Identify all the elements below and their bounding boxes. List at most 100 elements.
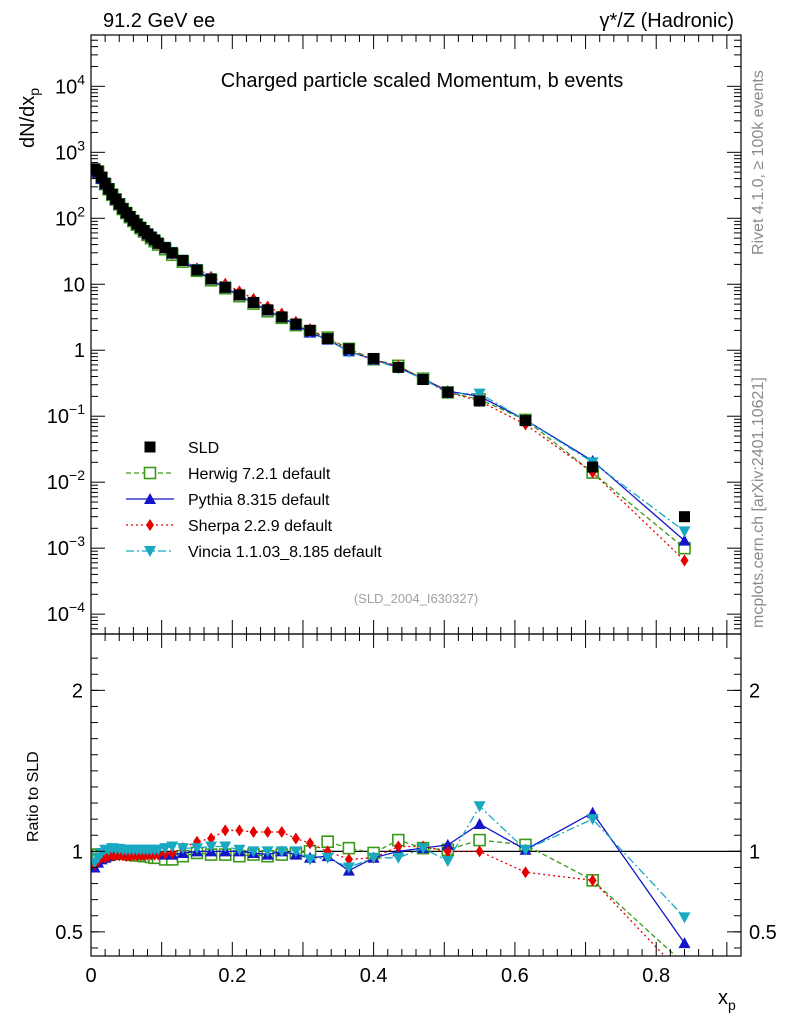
- y-tick-exponent: −4: [69, 599, 85, 615]
- data-point-sld: [177, 254, 189, 266]
- data-point-sld: [587, 461, 599, 473]
- y-tick-exponent: −2: [69, 467, 85, 483]
- analysis-id: (SLD_2004_I630327): [354, 591, 478, 606]
- legend-marker-sld: [144, 441, 156, 453]
- header-left: 91.2 GeV ee: [103, 10, 215, 32]
- legend-item-vincia: Vincia 1.1.03_8.185 default: [126, 544, 382, 561]
- series-pythia: [91, 165, 691, 546]
- ratio-series-vincia: [91, 801, 691, 924]
- ratio-plot-area: [91, 801, 741, 970]
- ratio-point-vincia: [519, 844, 532, 856]
- ratio-point-sherpa: [306, 837, 315, 850]
- y-tick-exponent: −3: [69, 533, 85, 549]
- ratio-point-sherpa: [249, 826, 258, 839]
- ratio-point-sherpa: [291, 832, 300, 845]
- ratio-point-pythia: [678, 937, 691, 949]
- y-tick-label: 102: [55, 203, 85, 230]
- data-point-sld: [262, 304, 274, 316]
- data-point-sld: [290, 318, 302, 330]
- ratio-point-sherpa: [235, 824, 244, 837]
- y-tick-label: 10: [63, 274, 85, 296]
- y-tick-base: 10: [55, 142, 77, 164]
- ratio-point-sherpa: [394, 840, 403, 853]
- ratio-point-vincia: [152, 844, 165, 856]
- x-tick-label: 0.4: [360, 965, 388, 987]
- ratio-point-pythia: [473, 817, 486, 829]
- ratio-point-pythia: [441, 838, 454, 850]
- data-point-sld: [276, 311, 288, 323]
- data-point-sld: [205, 273, 217, 285]
- ratio-point-vincia: [275, 846, 288, 858]
- ratio-point-sherpa: [277, 826, 286, 839]
- y-tick-exponent: 2: [77, 203, 85, 219]
- ratio-point-vincia: [367, 852, 380, 864]
- ratio-point-vincia: [247, 846, 260, 858]
- y-tick-base: 10: [47, 538, 69, 560]
- data-point-sld: [152, 237, 164, 249]
- legend-item-sherpa: Sherpa 2.2.9 default: [126, 518, 333, 535]
- series-line-pythia: [94, 171, 685, 542]
- data-point-sld: [92, 165, 104, 177]
- legend-marker-herwig: [143, 466, 157, 480]
- ratio-point-herwig: [679, 959, 690, 970]
- ratio-point-vincia: [586, 814, 599, 826]
- data-point-sld: [474, 395, 486, 407]
- data-point-sld: [233, 289, 245, 301]
- ratio-y-tick-label: 1: [72, 841, 83, 863]
- legend-item-pythia: Pythia 8.315 default: [126, 492, 330, 509]
- ratio-y-tick-label: 0.5: [55, 922, 83, 944]
- y-tick-base: 1: [74, 340, 85, 362]
- ratio-y-tick-label-right: 2: [749, 680, 760, 702]
- data-point-sld: [219, 281, 231, 293]
- legend-label-vincia: Vincia 1.1.03_8.185 default: [188, 544, 382, 561]
- series-vincia: [91, 166, 691, 538]
- ratio-point-sherpa: [221, 824, 230, 837]
- ratio-point-herwig: [342, 841, 356, 855]
- data-point-sld: [520, 415, 532, 427]
- side-label-lower: mcplots.cern.ch [arXiv:2401.10621]: [750, 377, 767, 628]
- y-tick-base: 10: [47, 604, 69, 626]
- data-point-sherpa: [680, 554, 689, 567]
- ratio-point-vincia: [417, 843, 430, 855]
- ratio-point-sherpa: [207, 832, 216, 845]
- series-herwig: [91, 163, 691, 555]
- data-point-sld: [166, 247, 178, 259]
- data-point-sld: [322, 333, 334, 345]
- y-axis-label-main: dN/dxp: [17, 88, 42, 148]
- y-tick-base: 10: [55, 208, 77, 230]
- data-point-sld: [96, 171, 108, 183]
- ratio-point-vincia: [261, 846, 274, 858]
- y-tick-exponent: −1: [69, 401, 85, 417]
- y-tick-label: 10−4: [47, 599, 85, 626]
- x-axis-label: xp: [718, 987, 736, 1013]
- ratio-point-sherpa: [521, 866, 530, 879]
- data-point-sld: [99, 177, 111, 189]
- ratio-y-tick-label-right: 1: [749, 841, 760, 863]
- x-tick-label: 0.8: [642, 965, 670, 987]
- legend-label-sherpa: Sherpa 2.2.9 default: [188, 518, 333, 535]
- x-tick-label: 0: [85, 965, 96, 987]
- legend-label-pythia: Pythia 8.315 default: [188, 492, 330, 509]
- series-line-herwig: [94, 169, 685, 549]
- data-point-sld: [442, 386, 454, 398]
- legend-marker-pythia: [144, 493, 156, 504]
- legend-marker-vincia: [144, 546, 156, 557]
- series-sld: [91, 163, 690, 523]
- ratio-point-vincia: [342, 862, 355, 874]
- ratio-point-vincia: [304, 854, 317, 866]
- data-point-sld: [304, 324, 316, 336]
- y-tick-base: 10: [55, 76, 77, 98]
- legend: SLD Herwig 7.2.1 default Pythia 8.315 defa…: [126, 440, 382, 561]
- data-point-sld: [678, 511, 690, 523]
- ratio-point-vincia: [441, 856, 454, 868]
- ratio-point-sherpa: [443, 845, 452, 858]
- data-point-pythia: [678, 534, 691, 546]
- data-point-sld: [417, 374, 429, 386]
- data-point-vincia: [678, 526, 691, 538]
- ratio-point-vincia: [473, 801, 486, 813]
- data-point-sld: [103, 183, 115, 195]
- main-series-group: [91, 163, 691, 567]
